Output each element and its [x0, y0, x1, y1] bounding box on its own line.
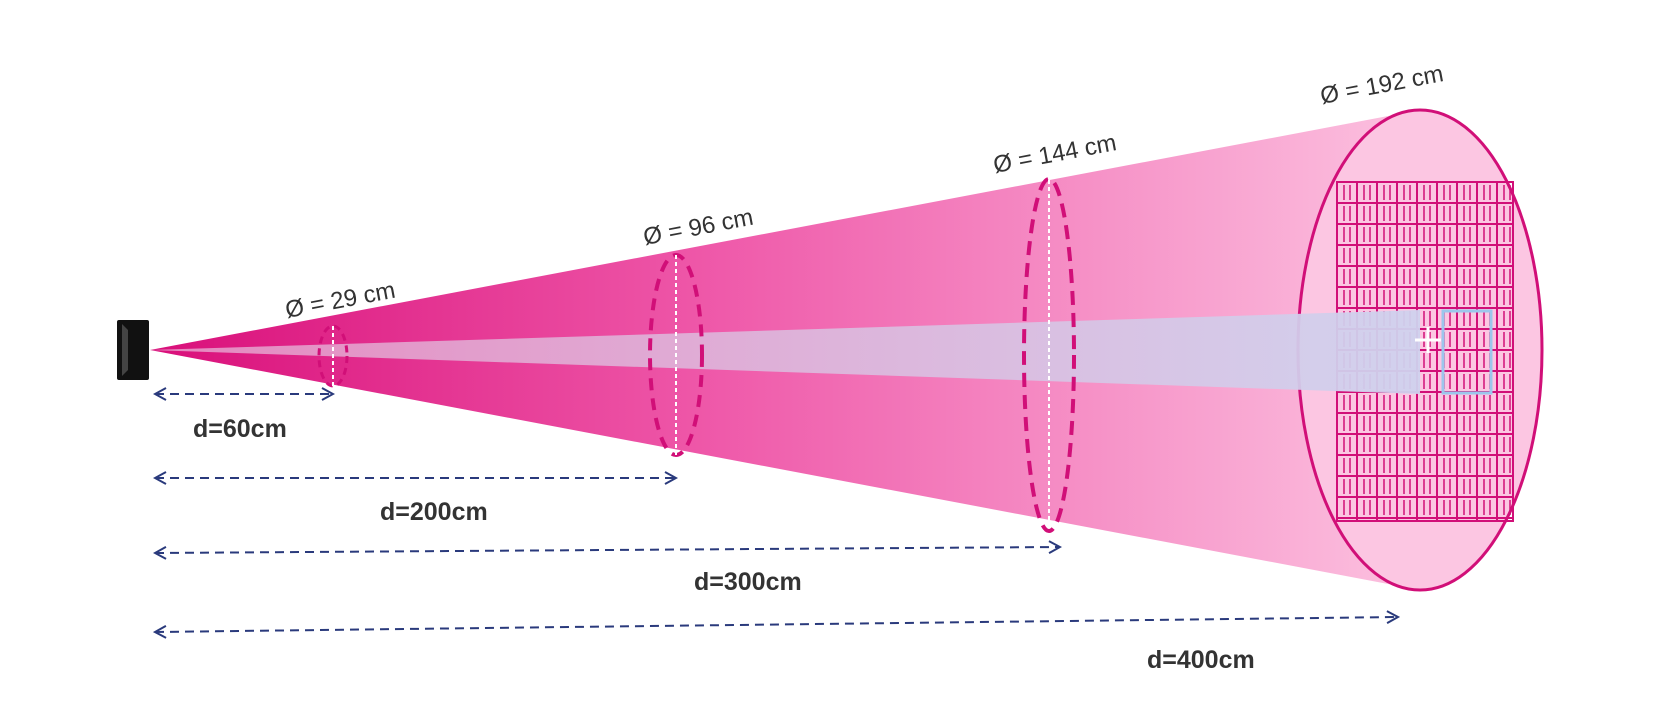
distance-label-d60: d=60cm [193, 415, 287, 443]
cross-section-d60 [317, 324, 349, 388]
distance-label-d300: d=300cm [694, 568, 802, 596]
diameter-label-d400: Ø = 192 cm [1318, 60, 1446, 110]
distance-arrow-d400 [155, 617, 1398, 632]
sensor-device-icon [117, 320, 149, 380]
cross-section-d200 [648, 253, 704, 457]
cross-section-d300 [1022, 177, 1076, 533]
distance-arrow-d300 [155, 547, 1060, 553]
distance-label-d200: d=200cm [380, 498, 488, 526]
distance-label-d400: d=400cm [1147, 646, 1255, 674]
inner-beam [150, 310, 1420, 394]
target-box-icon [1415, 309, 1493, 395]
